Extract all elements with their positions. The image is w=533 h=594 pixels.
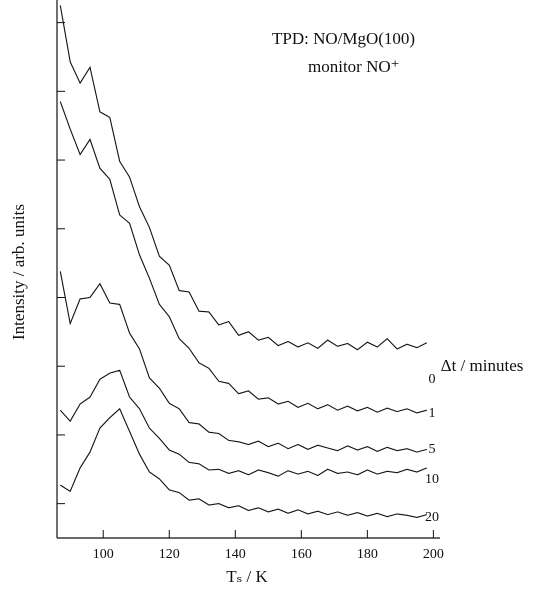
line-series <box>59 369 428 477</box>
x-tick-label: 100 <box>93 547 114 562</box>
annotation: monitor NO⁺ <box>308 57 400 76</box>
legend-label: 0 <box>429 372 436 387</box>
line-series <box>60 407 427 518</box>
x-tick-label: 120 <box>159 547 180 562</box>
legend-label: 20 <box>425 510 439 525</box>
x-tick-label: 200 <box>423 547 444 562</box>
line-series <box>59 101 427 414</box>
x-tick-label: 180 <box>357 547 378 562</box>
x-tick-label: 140 <box>225 547 246 562</box>
legend-label: 5 <box>429 442 436 457</box>
y-axis-label: Intensity / arb. units <box>9 204 28 340</box>
x-tick-label: 160 <box>291 547 312 562</box>
annotation: TPD: NO/MgO(100) <box>272 29 415 48</box>
line-series <box>59 271 427 453</box>
legend-label: 10 <box>425 472 439 487</box>
x-axis-label: Tₛ / K <box>226 567 268 586</box>
legend-title: Δt / minutes <box>441 356 524 375</box>
legend-label: 1 <box>429 406 436 421</box>
line-series <box>59 5 428 351</box>
